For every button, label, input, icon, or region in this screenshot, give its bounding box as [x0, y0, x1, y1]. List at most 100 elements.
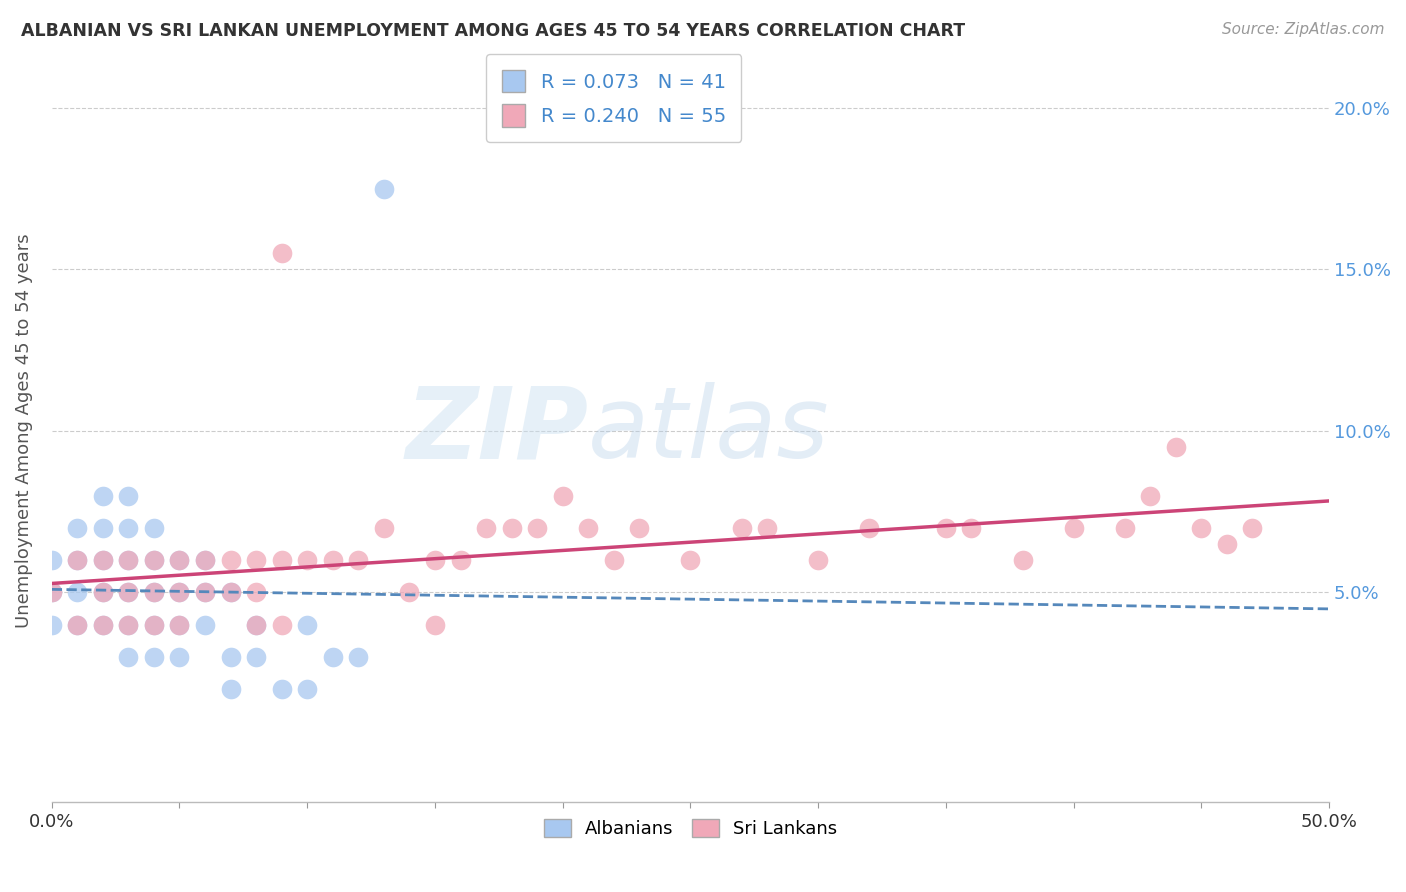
Point [756, 521, 779, 535]
Point [142, 521, 165, 535]
Point [66, 585, 89, 599]
Point [142, 617, 165, 632]
Point [270, 617, 292, 632]
Point [603, 553, 626, 567]
Point [960, 521, 983, 535]
Point [935, 521, 957, 535]
Point [91, 553, 114, 567]
Point [142, 553, 165, 567]
Point [169, 617, 191, 632]
Point [219, 650, 242, 665]
Point [91, 585, 114, 599]
Point [219, 585, 242, 599]
Point [576, 521, 599, 535]
Point [219, 553, 242, 567]
Point [194, 585, 217, 599]
Point [142, 617, 165, 632]
Point [245, 617, 267, 632]
Point [117, 489, 139, 503]
Point [322, 553, 344, 567]
Point [91, 585, 114, 599]
Point [551, 489, 574, 503]
Point [194, 617, 217, 632]
Point [245, 650, 267, 665]
Point [194, 585, 217, 599]
Point [117, 585, 139, 599]
Point [169, 553, 191, 567]
Point [270, 682, 292, 697]
Point [91, 617, 114, 632]
Point [270, 246, 292, 260]
Point [219, 585, 242, 599]
Point [1216, 537, 1239, 551]
Point [423, 617, 446, 632]
Point [1189, 521, 1212, 535]
Point [297, 617, 319, 632]
Point [66, 521, 89, 535]
Point [398, 585, 420, 599]
Point [1241, 521, 1264, 535]
Point [347, 650, 370, 665]
Point [169, 617, 191, 632]
Point [219, 682, 242, 697]
Point [169, 650, 191, 665]
Point [91, 617, 114, 632]
Text: Source: ZipAtlas.com: Source: ZipAtlas.com [1222, 22, 1385, 37]
Point [117, 553, 139, 567]
Point [117, 553, 139, 567]
Point [373, 182, 395, 196]
Point [194, 553, 217, 567]
Point [1063, 521, 1085, 535]
Point [297, 682, 319, 697]
Point [194, 553, 217, 567]
Point [526, 521, 548, 535]
Point [117, 650, 139, 665]
Point [117, 617, 139, 632]
Point [450, 553, 472, 567]
Point [628, 521, 651, 535]
Point [41, 585, 63, 599]
Point [66, 617, 89, 632]
Text: atlas: atlas [588, 383, 830, 479]
Legend: Albanians, Sri Lankans: Albanians, Sri Lankans [536, 812, 845, 846]
Point [169, 553, 191, 567]
Point [169, 585, 191, 599]
Point [66, 553, 89, 567]
Point [730, 521, 752, 535]
Point [1164, 440, 1187, 454]
Point [142, 585, 165, 599]
Text: ZIP: ZIP [405, 383, 588, 479]
Point [297, 553, 319, 567]
Point [169, 585, 191, 599]
Point [41, 553, 63, 567]
Point [66, 617, 89, 632]
Point [1114, 521, 1136, 535]
Point [322, 650, 344, 665]
Text: ALBANIAN VS SRI LANKAN UNEMPLOYMENT AMONG AGES 45 TO 54 YEARS CORRELATION CHART: ALBANIAN VS SRI LANKAN UNEMPLOYMENT AMON… [21, 22, 965, 40]
Point [91, 553, 114, 567]
Point [117, 617, 139, 632]
Point [117, 521, 139, 535]
Point [270, 553, 292, 567]
Point [245, 617, 267, 632]
Point [41, 585, 63, 599]
Point [423, 553, 446, 567]
Point [142, 585, 165, 599]
Point [1139, 489, 1161, 503]
Point [66, 553, 89, 567]
Point [347, 553, 370, 567]
Point [142, 650, 165, 665]
Point [117, 585, 139, 599]
Point [245, 585, 267, 599]
Point [807, 553, 830, 567]
Y-axis label: Unemployment Among Ages 45 to 54 years: Unemployment Among Ages 45 to 54 years [15, 234, 32, 628]
Point [373, 521, 395, 535]
Point [475, 521, 498, 535]
Point [679, 553, 702, 567]
Point [91, 489, 114, 503]
Point [858, 521, 880, 535]
Point [501, 521, 523, 535]
Point [91, 521, 114, 535]
Point [245, 553, 267, 567]
Point [1011, 553, 1033, 567]
